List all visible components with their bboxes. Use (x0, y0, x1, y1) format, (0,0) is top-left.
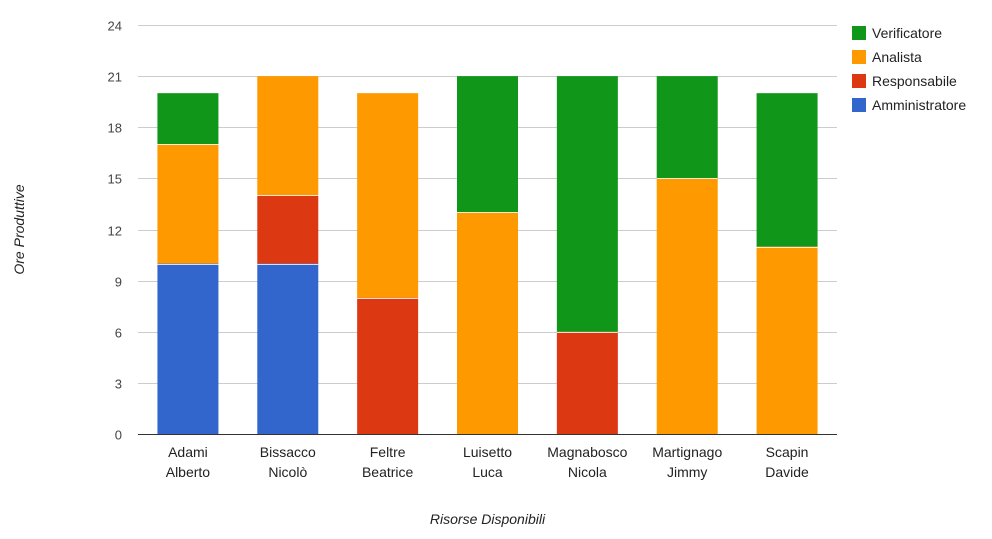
x-category-label: Martignago (652, 444, 722, 460)
legend-label-responsabile: Responsabile (872, 73, 957, 89)
x-category-label: Magnabosco (547, 444, 627, 460)
x-category-label: Davide (765, 464, 809, 480)
bar-verificatore-1 (157, 93, 219, 145)
y-tick-label: 15 (108, 172, 122, 187)
x-category-label: Luisetto (463, 444, 512, 460)
x-axis-title: Risorse Disponibili (430, 511, 546, 527)
bar-verificatore-4 (457, 76, 518, 213)
x-category-label: Alberto (166, 464, 211, 480)
x-category-label: Bissacco (260, 444, 316, 460)
x-category-label: Nicola (568, 464, 607, 480)
legend-label-analista: Analista (872, 49, 922, 65)
bar-responsabile-5 (556, 331, 618, 434)
legend-swatch-responsabile (852, 74, 866, 88)
bar-analista-4 (457, 212, 518, 434)
y-tick-label: 0 (115, 428, 122, 443)
x-category-label: Scapin (766, 444, 809, 460)
bar-analista-1 (157, 144, 219, 264)
bar-analista-2 (257, 76, 319, 196)
bar-verificatore-6 (656, 76, 718, 179)
legend-label-verificatore: Verificatore (872, 25, 942, 41)
legend-swatch-verificatore (852, 26, 866, 40)
x-category-label: Jimmy (667, 464, 707, 480)
bar-analista-3 (357, 93, 419, 298)
x-category-label: Beatrice (362, 464, 414, 480)
bar-analista-7 (756, 246, 818, 434)
y-tick-label: 21 (108, 70, 122, 85)
bar-analista-6 (656, 178, 718, 434)
y-tick-label: 9 (115, 275, 122, 290)
legend-swatch-amministratore (852, 98, 866, 112)
legend-swatch-analista (852, 50, 866, 64)
bar-verificatore-5 (556, 76, 618, 332)
bars (157, 76, 818, 434)
y-tick-label: 3 (115, 377, 122, 392)
x-axis-categories: Adami Alberto Bissacco Nicolò Feltre Beatrice… (166, 444, 809, 480)
y-axis-ticks: 0 3 6 9 12 15 18 21 24 (108, 19, 122, 443)
x-category-label: Feltre (370, 444, 406, 460)
bar-responsabile-2 (257, 195, 319, 264)
y-tick-label: 18 (108, 121, 122, 136)
bar-amministratore-1 (157, 263, 219, 434)
y-axis-title: Ore Produttive (11, 184, 27, 274)
x-category-label: Luca (472, 464, 503, 480)
y-tick-label: 24 (108, 19, 122, 34)
y-tick-label: 12 (108, 224, 122, 239)
x-category-label: Adami (168, 444, 208, 460)
legend-label-amministratore: Amministratore (872, 97, 966, 113)
legend: Verificatore Analista Responsabile Amminist… (852, 25, 966, 113)
y-tick-label: 6 (115, 326, 122, 341)
x-category-label: Nicolò (268, 464, 307, 480)
bar-verificatore-7 (756, 93, 818, 247)
bar-responsabile-3 (357, 297, 419, 434)
bar-amministratore-2 (257, 263, 319, 434)
